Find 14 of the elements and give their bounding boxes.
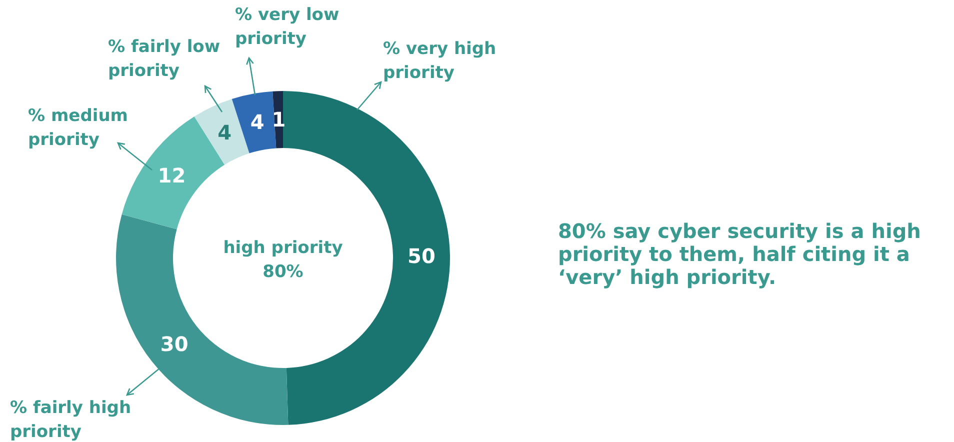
slice-label: % very low priority: [235, 5, 340, 49]
donut-slice: [194, 99, 250, 165]
slice-label: % medium priority: [28, 106, 128, 150]
slice-label: % fairly low priority: [108, 37, 220, 81]
data-label: 50: [408, 244, 436, 268]
data-label: 4: [250, 110, 264, 134]
slice-label: % very high priority: [383, 39, 496, 83]
slice-label: % fairly high priority: [10, 398, 132, 442]
data-label: 30: [160, 332, 188, 356]
text: 80% say cyber security is a high priority to them, half citing it a ‘very’ high priority.: [558, 219, 921, 289]
data-label: 4: [218, 120, 232, 144]
text: high priority 80%: [223, 238, 343, 282]
data-label: 1: [272, 108, 286, 132]
data-label: 12: [158, 164, 186, 188]
